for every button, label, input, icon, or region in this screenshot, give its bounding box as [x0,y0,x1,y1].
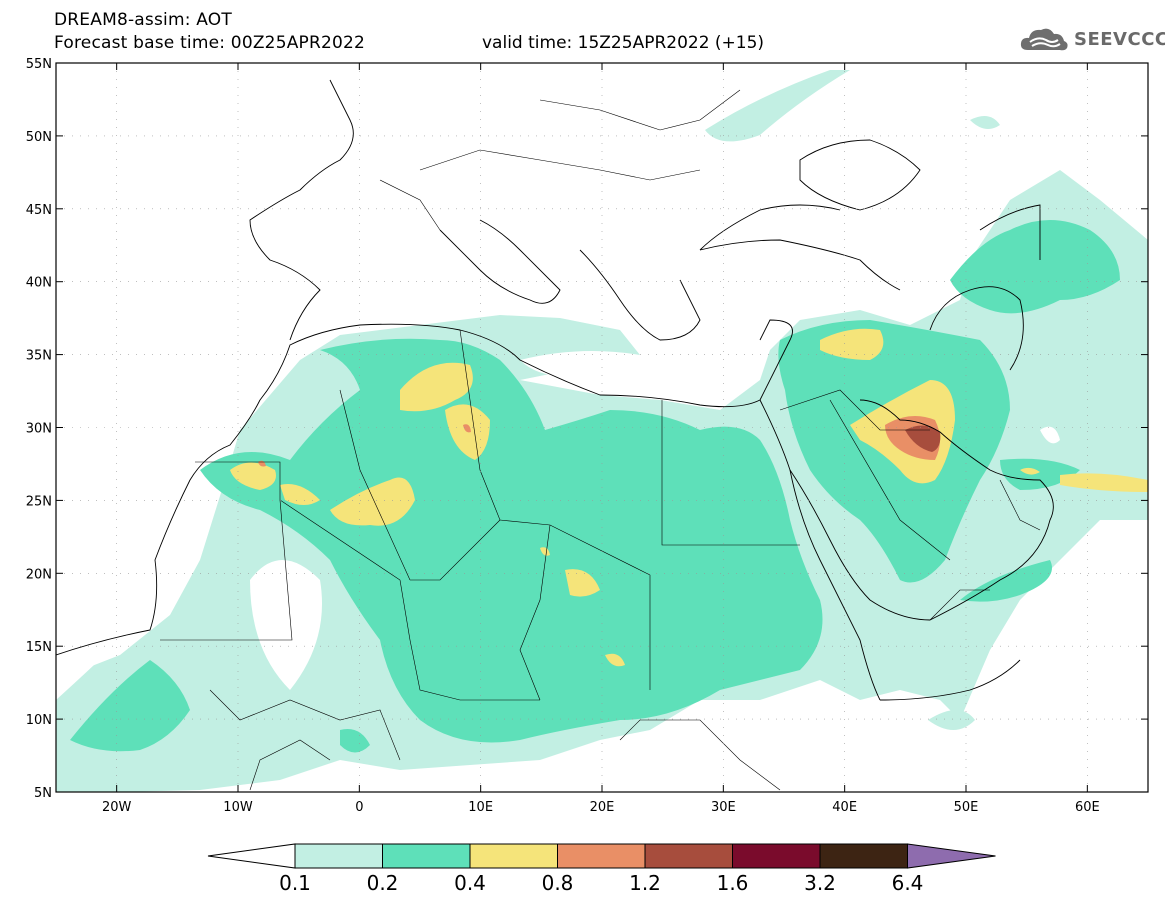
latitude-labels: 55N 50N 45N 40N 35N 30N 25N 20N 15N 10N 5N [26,57,52,801]
coastlines [56,79,1054,701]
lat-label: 50N [26,130,52,145]
lat-label: 15N [26,640,52,655]
lon-label: 0 [355,800,363,815]
lat-label: 10N [26,713,52,728]
colorbar-box [644,843,733,869]
lon-label: 30E [711,800,736,815]
lon-label: 10W [223,800,253,815]
base-time-label: Forecast base time: 00Z25APR2022 [54,33,366,53]
colorbar-arrow-low [207,843,296,869]
valid-time-label: valid time: 15Z25APR2022 (+15) [482,33,765,53]
lat-label: 25N [26,494,52,509]
colorbar-label: 0.4 [454,871,486,895]
lat-label: 40N [26,276,52,291]
colorbar-label: 1.2 [629,871,661,895]
country-borders [160,89,1041,791]
lon-label: 20W [102,800,132,815]
lat-label: 30N [26,422,52,437]
colorbar-label: 3.2 [804,871,836,895]
colorbar: 0.1 0.2 0.4 0.8 1.2 1.6 3.2 6.4 [207,843,996,895]
lon-label: 10E [468,800,493,815]
colorbar-label: 6.4 [892,871,924,895]
colorbar-box [469,843,558,869]
colorbar-box [557,843,646,869]
lat-label: 35N [26,349,52,364]
seevccc-logo: SEEVCCC [1018,24,1165,54]
colorbar-label: 1.6 [717,871,749,895]
aot-field [56,70,1148,792]
lat-label: 20N [26,567,52,582]
lon-label: 60E [1075,800,1100,815]
lat-label: 5N [34,786,52,801]
aot-band-1.2 [905,425,941,452]
aot-band-0.4 [230,328,1148,667]
colorbar-box [382,843,471,869]
colorbar-box [732,843,821,869]
longitude-labels: 20W 10W 0 10E 20E 30E 40E 50E 60E [102,800,1100,815]
colorbar-box [819,843,908,869]
lon-label: 40E [832,800,857,815]
map-grid [56,62,1148,793]
colorbar-label: 0.8 [542,871,574,895]
colorbar-label: 0.1 [279,871,311,895]
lon-label: 50E [954,800,979,815]
cloud-logo-icon [1020,28,1068,51]
map-title: DREAM8-assim: AOT [54,10,232,30]
lon-label: 20E [590,800,615,815]
colorbar-label: 0.2 [367,871,399,895]
lat-label: 45N [26,203,52,218]
colorbar-box [294,843,383,869]
lat-label: 55N [26,57,52,72]
logo-text: SEEVCCC [1074,28,1165,50]
colorbar-arrow-high [907,843,996,869]
